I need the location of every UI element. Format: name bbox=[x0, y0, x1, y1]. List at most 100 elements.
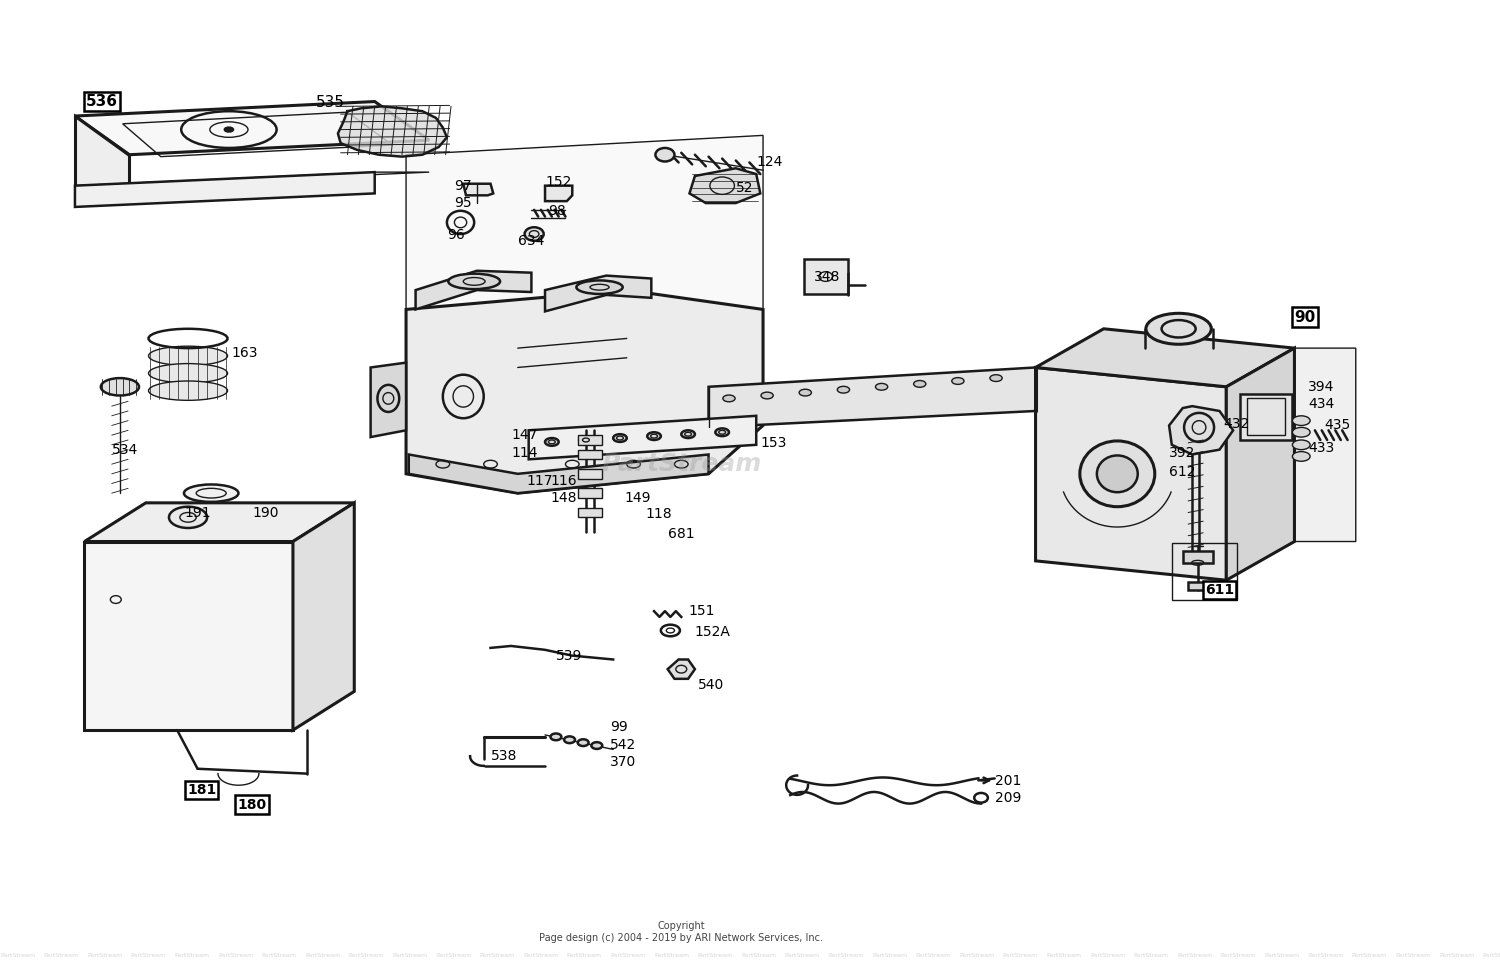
Text: 148: 148 bbox=[550, 491, 578, 505]
Text: 611: 611 bbox=[1204, 583, 1234, 597]
Text: PartStream: PartStream bbox=[1047, 952, 1082, 958]
Text: 681: 681 bbox=[668, 527, 694, 541]
Ellipse shape bbox=[1293, 452, 1310, 461]
Polygon shape bbox=[690, 168, 760, 203]
Text: 534: 534 bbox=[111, 443, 138, 456]
Text: 634: 634 bbox=[518, 234, 544, 248]
Text: PartStream: PartStream bbox=[1264, 952, 1299, 958]
Text: PartStream: PartStream bbox=[350, 952, 384, 958]
Text: 52: 52 bbox=[736, 181, 753, 194]
Text: Copyright: Copyright bbox=[657, 922, 705, 931]
Text: PartStream: PartStream bbox=[436, 952, 471, 958]
Text: PartStream: PartStream bbox=[1352, 952, 1388, 958]
Ellipse shape bbox=[614, 434, 627, 442]
Text: 117: 117 bbox=[526, 474, 552, 487]
Text: PartStream: PartStream bbox=[915, 952, 951, 958]
Ellipse shape bbox=[1146, 313, 1212, 344]
Text: PartStream: PartStream bbox=[1134, 952, 1168, 958]
Polygon shape bbox=[1035, 329, 1294, 387]
Polygon shape bbox=[292, 503, 354, 730]
Text: PartStream: PartStream bbox=[1395, 952, 1431, 958]
Polygon shape bbox=[1227, 348, 1294, 580]
Polygon shape bbox=[1227, 348, 1356, 580]
Text: 152: 152 bbox=[544, 175, 572, 189]
Text: 124: 124 bbox=[756, 156, 783, 169]
Text: 118: 118 bbox=[646, 508, 672, 521]
Bar bbox=[578, 469, 603, 479]
Text: 95: 95 bbox=[453, 196, 471, 210]
Bar bbox=[578, 435, 603, 445]
Ellipse shape bbox=[876, 384, 888, 391]
Text: 538: 538 bbox=[490, 749, 517, 763]
Text: 114: 114 bbox=[512, 446, 537, 459]
Text: 163: 163 bbox=[231, 346, 258, 360]
Text: 392: 392 bbox=[1168, 446, 1196, 459]
Text: PartStream: PartStream bbox=[871, 952, 907, 958]
Text: Page design (c) 2004 - 2019 by ARI Network Services, Inc.: Page design (c) 2004 - 2019 by ARI Netwo… bbox=[540, 933, 824, 943]
Text: PartStream: PartStream bbox=[1090, 952, 1125, 958]
Text: PartStream: PartStream bbox=[1004, 952, 1038, 958]
Bar bbox=[804, 259, 847, 294]
Ellipse shape bbox=[723, 396, 735, 402]
Polygon shape bbox=[528, 416, 756, 459]
Polygon shape bbox=[668, 659, 694, 679]
Text: 209: 209 bbox=[994, 791, 1022, 805]
Ellipse shape bbox=[576, 280, 622, 294]
Text: 181: 181 bbox=[188, 783, 216, 797]
Text: 348: 348 bbox=[813, 270, 840, 283]
Ellipse shape bbox=[990, 375, 1002, 382]
Text: 98: 98 bbox=[548, 204, 566, 218]
Ellipse shape bbox=[591, 743, 603, 748]
Text: PartStream: PartStream bbox=[784, 952, 820, 958]
Text: PartStream: PartStream bbox=[654, 952, 688, 958]
Bar bbox=[578, 488, 603, 498]
Bar bbox=[1182, 551, 1212, 563]
Text: 435: 435 bbox=[1324, 419, 1350, 432]
Text: 152A: 152A bbox=[694, 626, 730, 639]
Ellipse shape bbox=[1293, 440, 1310, 450]
Ellipse shape bbox=[525, 227, 543, 241]
Text: 433: 433 bbox=[1308, 441, 1335, 454]
Text: 96: 96 bbox=[447, 228, 465, 242]
Text: 612: 612 bbox=[1168, 465, 1196, 479]
Text: PartStream: PartStream bbox=[44, 952, 78, 958]
Text: PartStream: PartStream bbox=[960, 952, 994, 958]
Ellipse shape bbox=[914, 381, 926, 388]
Text: PartStream: PartStream bbox=[261, 952, 297, 958]
Text: PartStream: PartStream bbox=[130, 952, 166, 958]
Text: 180: 180 bbox=[237, 798, 267, 811]
Text: PartStream: PartStream bbox=[602, 453, 762, 476]
Text: PartStream: PartStream bbox=[304, 952, 340, 958]
Polygon shape bbox=[410, 454, 708, 493]
Text: 147: 147 bbox=[512, 428, 537, 442]
Text: PartStream: PartStream bbox=[741, 952, 777, 958]
Ellipse shape bbox=[579, 436, 592, 444]
Ellipse shape bbox=[148, 381, 228, 400]
Text: 153: 153 bbox=[760, 436, 786, 450]
Ellipse shape bbox=[564, 737, 574, 744]
Bar bbox=[578, 450, 603, 459]
Text: 542: 542 bbox=[610, 738, 636, 751]
Ellipse shape bbox=[148, 346, 228, 366]
Ellipse shape bbox=[656, 148, 675, 161]
Ellipse shape bbox=[681, 430, 694, 438]
Text: PartStream: PartStream bbox=[524, 952, 558, 958]
Text: 540: 540 bbox=[698, 678, 724, 691]
Text: 394: 394 bbox=[1308, 380, 1335, 394]
Ellipse shape bbox=[800, 390, 812, 396]
Polygon shape bbox=[1035, 367, 1227, 580]
Ellipse shape bbox=[544, 438, 558, 446]
Ellipse shape bbox=[1293, 416, 1310, 425]
Bar bbox=[1188, 582, 1208, 590]
Polygon shape bbox=[370, 363, 406, 437]
Text: 149: 149 bbox=[624, 491, 651, 505]
Polygon shape bbox=[416, 271, 531, 309]
Text: 434: 434 bbox=[1308, 397, 1335, 411]
Polygon shape bbox=[75, 172, 429, 186]
Text: 432: 432 bbox=[1224, 417, 1250, 430]
Text: PartStream: PartStream bbox=[1221, 952, 1256, 958]
Text: 536: 536 bbox=[86, 94, 118, 109]
Text: PartStream: PartStream bbox=[567, 952, 602, 958]
Polygon shape bbox=[84, 542, 292, 730]
Bar bbox=[1246, 398, 1286, 435]
